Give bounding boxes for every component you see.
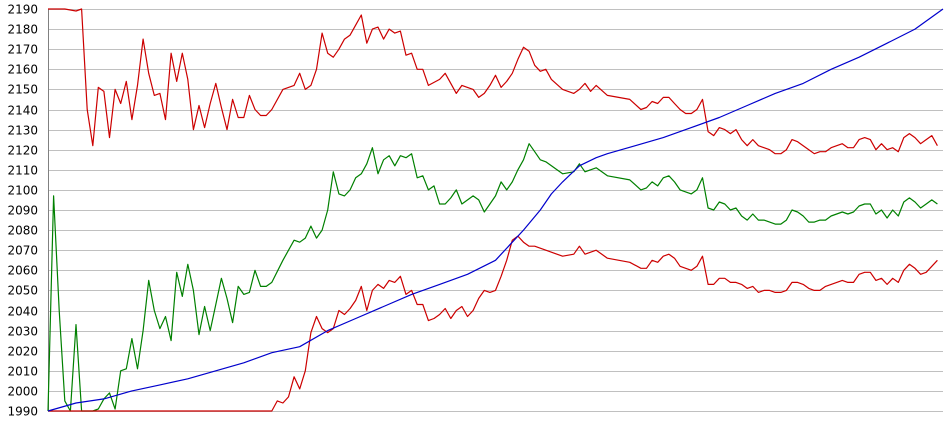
y-tick-label: 2030 [7, 325, 38, 339]
y-tick-label: 1990 [7, 405, 38, 419]
y-tick-label: 2170 [7, 43, 38, 57]
series-line-1 [48, 8, 938, 155]
y-tick-label: 2120 [7, 144, 38, 158]
y-tick-label: 2020 [7, 345, 38, 359]
y-tick-label: 2070 [7, 244, 38, 258]
y-tick-label: 2160 [7, 63, 38, 77]
series-line-4 [47, 8, 944, 412]
y-tick-label: 2090 [7, 204, 38, 218]
y-tick-label: 2060 [7, 264, 38, 278]
y-tick-label: 2080 [7, 224, 38, 238]
y-tick-label: 2110 [7, 164, 38, 178]
y-tick-label: 2130 [7, 124, 38, 138]
y-tick-label: 2190 [7, 3, 38, 17]
y-tick-label: 2040 [7, 305, 38, 319]
y-tick-labels: 1990 2000 2010 2020 2030 2040 2050 2060 2070 2080… [7, 3, 38, 419]
y-tick-label: 2000 [7, 385, 38, 399]
y-tick-label: 2010 [7, 365, 38, 379]
y-tick-label: 2050 [7, 284, 38, 298]
grid-lines [48, 9, 943, 412]
y-tick-label: 2180 [7, 23, 38, 37]
series-line-3 [48, 235, 938, 412]
series-lines [47, 8, 944, 412]
y-tick-label: 2100 [7, 184, 38, 198]
series-line-2 [47, 143, 938, 412]
y-tick-label: 2140 [7, 104, 38, 118]
y-tick-label: 2150 [7, 83, 38, 97]
